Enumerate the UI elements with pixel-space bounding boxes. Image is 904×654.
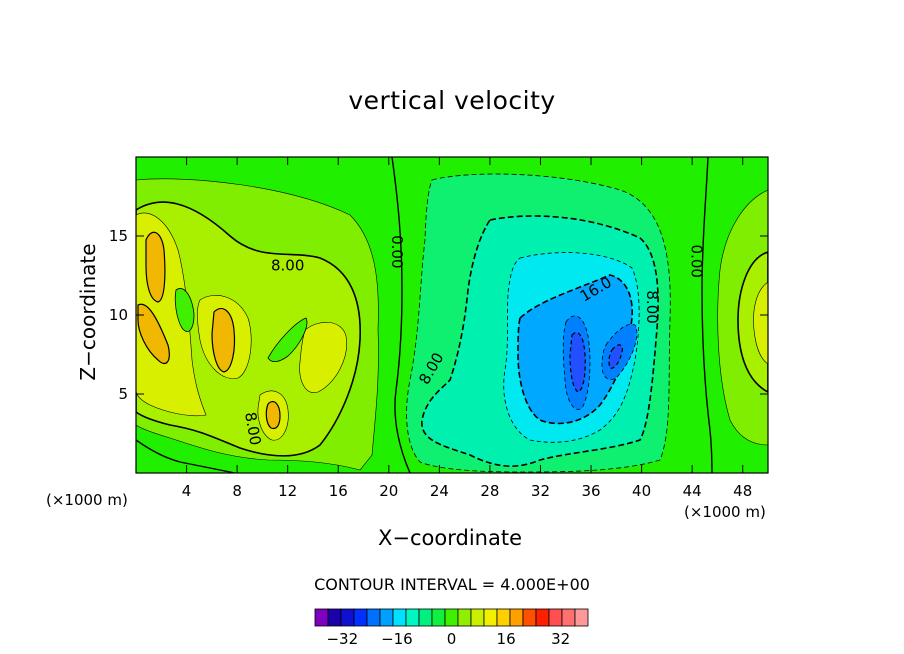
x-tick-label: 44 — [683, 482, 702, 500]
x-tick-label: 4 — [182, 482, 192, 500]
colorbar-swatch — [405, 608, 420, 627]
contour-interval-label: CONTOUR INTERVAL = 4.000E+00 — [314, 575, 590, 594]
colorbar-swatch — [431, 608, 446, 627]
colorbar-swatch — [470, 608, 485, 627]
positive-region-16b — [137, 303, 170, 365]
x-tick-label: 48 — [733, 482, 752, 500]
colorbar-swatch — [561, 608, 576, 627]
colorbar-swatch — [509, 608, 524, 627]
x-unit-label-right: (×1000 m) — [684, 503, 766, 521]
x-tick-label: 20 — [379, 482, 398, 500]
colorbar-swatch — [392, 608, 407, 627]
colorbar-swatch — [366, 608, 381, 627]
green-island-b — [267, 317, 308, 362]
colorbar-swatch — [483, 608, 498, 627]
colorbar-swatch — [457, 608, 472, 627]
y-tick-label: 15 — [109, 227, 128, 245]
colorbar: −32 −16 0 16 32 — [314, 608, 589, 648]
chart-title: vertical velocity — [348, 86, 556, 115]
x-tick-label: 32 — [531, 482, 550, 500]
colorbar-swatch — [353, 608, 368, 627]
green-island — [174, 288, 195, 332]
x-tick-label: 40 — [632, 482, 651, 500]
colorbar-tick-label: 16 — [497, 630, 516, 648]
colorbar-swatch — [379, 608, 394, 627]
x-tick-label: 24 — [430, 482, 449, 500]
x-axis-label: X−coordinate — [378, 526, 522, 550]
contour-label: 8.00 — [241, 411, 265, 447]
colorbar-tick-label: −16 — [381, 630, 413, 648]
positive-region-16 — [145, 231, 166, 303]
contour-field — [136, 157, 768, 473]
positive-region-12c — [299, 322, 347, 393]
colorbar-swatch — [535, 608, 550, 627]
zero-contour-right — [701, 157, 713, 473]
negative-region-24b — [608, 344, 623, 369]
negative-region-24 — [569, 331, 586, 393]
positive-region-right-8 — [737, 251, 768, 393]
contour-label: 0.00 — [388, 235, 406, 268]
contour-label: 8.00 — [643, 290, 661, 323]
x-tick-label: 8 — [232, 482, 242, 500]
x-tick-label: 12 — [278, 482, 297, 500]
x-tick-label: 36 — [581, 482, 600, 500]
contour-label: 8.00 — [271, 257, 304, 275]
colorbar-swatch — [327, 608, 342, 627]
positive-region-16d — [265, 401, 281, 430]
colorbar-tick-label: −32 — [326, 630, 358, 648]
y-tick-label: 5 — [118, 385, 128, 403]
contour-label: 0.00 — [687, 245, 705, 278]
colorbar-swatch — [522, 608, 537, 627]
zero-contour-bottom-left — [136, 439, 236, 473]
x-unit-label-left: (×1000 m) — [46, 491, 128, 509]
colorbar-tick-label: 32 — [551, 630, 570, 648]
colorbar-swatch — [314, 608, 329, 627]
colorbar-swatch — [574, 608, 589, 627]
colorbar-swatch — [496, 608, 511, 627]
x-tick-label: 16 — [329, 482, 348, 500]
positive-region-right-12 — [753, 281, 768, 365]
zero-contour-left — [391, 157, 411, 473]
colorbar-swatch — [418, 608, 433, 627]
y-tick-label: 10 — [109, 306, 128, 324]
colorbar-swatch — [548, 608, 563, 627]
positive-region-16c — [211, 308, 236, 373]
colorbar-swatch — [340, 608, 355, 627]
colorbar-swatch — [444, 608, 459, 627]
colorbar-tick-label: 0 — [447, 630, 457, 648]
x-tick-label: 28 — [480, 482, 499, 500]
